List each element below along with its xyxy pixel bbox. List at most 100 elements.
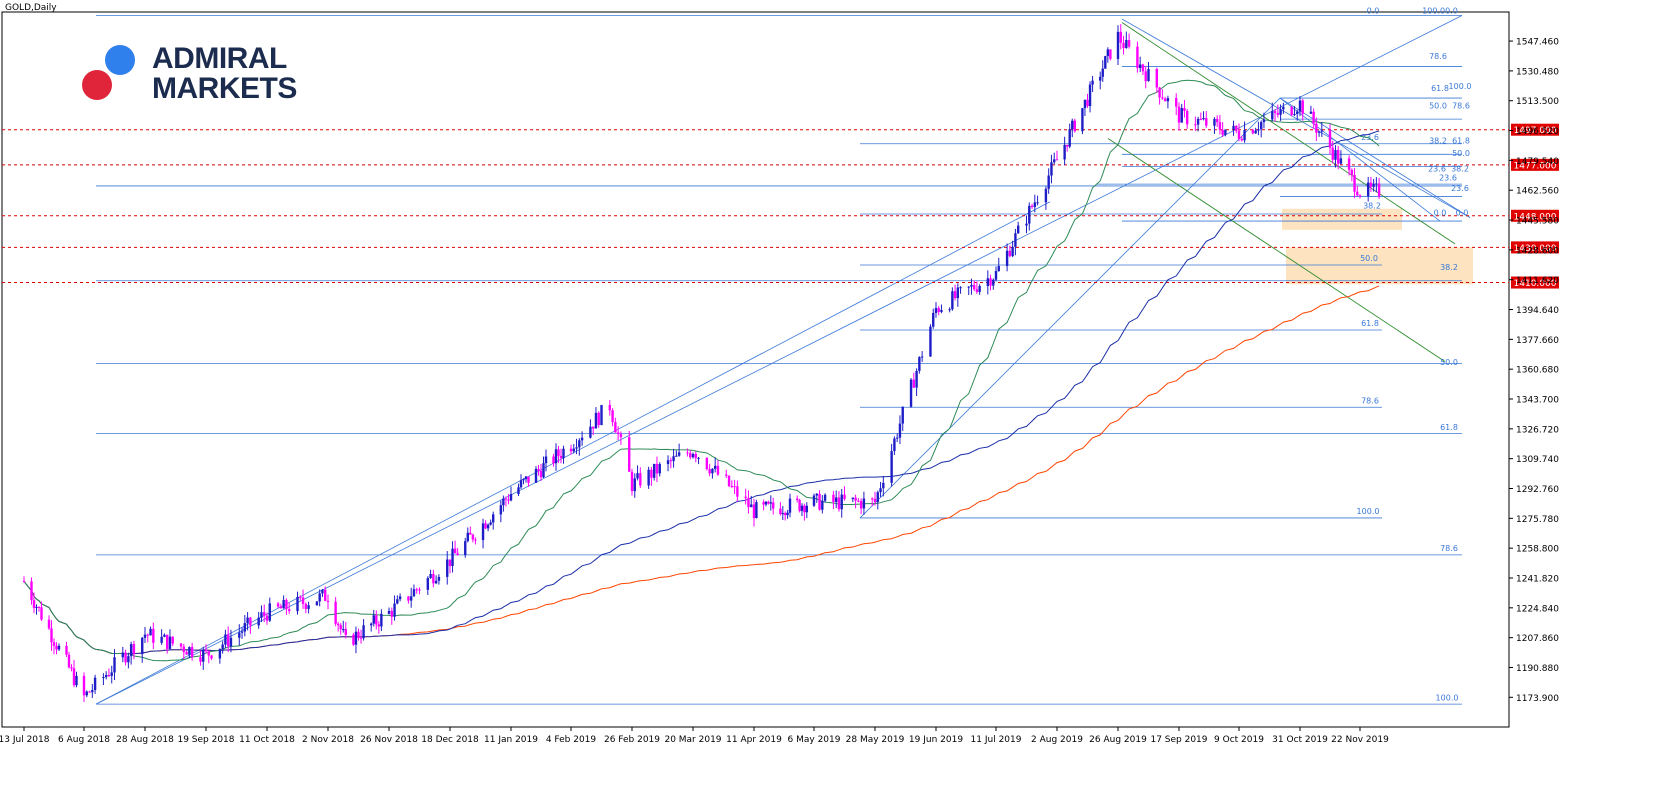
candle [727, 475, 731, 488]
fib-label-1: 100.00.0 [1422, 7, 1458, 16]
candle [517, 483, 520, 497]
y-tick-label-21: 1190.880 [1516, 664, 1559, 674]
candle-body [1127, 40, 1131, 47]
candle-body [260, 612, 263, 618]
candle [572, 444, 575, 454]
candle [484, 520, 487, 530]
candle [1251, 128, 1255, 135]
candle [387, 607, 391, 615]
candle-body [1025, 223, 1028, 226]
candle-body [70, 667, 73, 669]
candle-body [767, 501, 770, 504]
candle-body [202, 649, 205, 662]
candle [354, 626, 358, 654]
candle-body [1125, 40, 1128, 48]
candle-body [1317, 131, 1321, 133]
candle [372, 609, 375, 627]
candle-body [539, 470, 543, 478]
fan-line-1 [1121, 18, 1471, 218]
candle [246, 612, 249, 631]
candle [633, 473, 636, 498]
candle-body [1235, 125, 1238, 131]
candle [1317, 130, 1321, 137]
fan-line-5 [95, 201, 1051, 705]
candle-body [1339, 158, 1343, 164]
candle [1109, 49, 1112, 61]
candle [1202, 111, 1205, 121]
candle [22, 576, 26, 583]
candle-body [282, 599, 285, 609]
candle-body [339, 625, 342, 630]
candle [1088, 81, 1092, 113]
candle-body [940, 309, 943, 312]
candle [1068, 123, 1071, 149]
candle [1158, 86, 1161, 105]
x-tick-label-22: 22 Nov 2019 [1331, 735, 1389, 745]
candle-body [1309, 111, 1313, 114]
candle [1240, 135, 1243, 142]
y-tick-label-9: 1394.640 [1516, 306, 1559, 316]
candle [1116, 25, 1120, 66]
x-tick-label-1: 6 Aug 2018 [58, 735, 110, 745]
candle [832, 491, 835, 510]
candle-body [652, 463, 656, 478]
candle-body [857, 500, 860, 502]
admiral-markets-logo: ADMIRAL MARKETS [80, 42, 310, 112]
candle [655, 456, 659, 483]
candle-body [32, 600, 36, 608]
candle-body [1293, 113, 1296, 115]
candle-body [997, 266, 1000, 272]
candle-body [35, 606, 38, 608]
candle [1366, 176, 1370, 202]
candle [972, 280, 976, 292]
fib-label-3: 61.8 [1431, 84, 1449, 93]
candle-body [750, 504, 753, 508]
candle [1033, 194, 1037, 213]
candle-body [1180, 107, 1183, 123]
candle [429, 569, 432, 579]
candle [1290, 105, 1293, 117]
candle [132, 640, 136, 660]
candle [1257, 121, 1260, 136]
candle [994, 266, 998, 282]
candle [769, 495, 772, 511]
candle [32, 592, 36, 614]
candle-body [432, 574, 435, 584]
x-tick-label-21: 31 Oct 2019 [1272, 735, 1328, 745]
candle [803, 503, 806, 521]
candle [871, 497, 874, 507]
candle-body [937, 308, 940, 312]
candle-body [978, 285, 981, 292]
candle-body [1336, 149, 1340, 164]
candle-body [736, 486, 739, 497]
candle-body [160, 636, 163, 643]
candle [834, 490, 838, 509]
candle [190, 642, 194, 661]
candle-body [1116, 31, 1120, 59]
candle-body [1353, 174, 1356, 192]
candle [334, 597, 337, 627]
candle-body [1028, 205, 1031, 224]
candle [569, 444, 573, 455]
candle-body [110, 672, 113, 676]
candle [559, 448, 563, 464]
candle [339, 623, 342, 635]
fib-label-6: 78.6 [1452, 101, 1470, 110]
logo-text-line1: ADMIRAL [152, 42, 287, 75]
candle-body [1104, 56, 1107, 69]
candle [509, 486, 513, 502]
candle [675, 450, 678, 457]
candle [82, 672, 86, 702]
candle-body [1215, 118, 1219, 123]
candle [1086, 93, 1089, 108]
candle [989, 274, 992, 291]
candle-body [1358, 195, 1362, 197]
candle-body [711, 468, 714, 474]
fan-line-2 [1279, 97, 1471, 218]
candle-body [781, 513, 784, 515]
candle-body [1030, 205, 1034, 208]
x-tick-label-6: 26 Nov 2018 [360, 735, 418, 745]
candle [1279, 104, 1282, 121]
candle [210, 654, 213, 661]
fib-label-0: 0.0 [1367, 7, 1380, 16]
